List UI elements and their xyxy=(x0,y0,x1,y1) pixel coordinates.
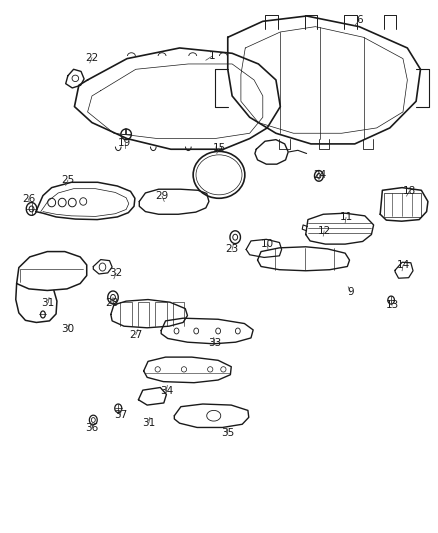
Text: 13: 13 xyxy=(385,301,399,310)
Text: 12: 12 xyxy=(318,226,331,236)
Text: 23: 23 xyxy=(226,245,239,254)
Text: 19: 19 xyxy=(118,138,131,148)
Text: 28: 28 xyxy=(105,298,118,308)
Text: 31: 31 xyxy=(142,418,155,427)
Text: 11: 11 xyxy=(339,213,353,222)
Text: 9: 9 xyxy=(347,287,354,297)
Text: 33: 33 xyxy=(208,338,221,348)
Text: 32: 32 xyxy=(110,269,123,278)
Text: 22: 22 xyxy=(85,53,99,62)
Text: 14: 14 xyxy=(396,261,410,270)
Text: 31: 31 xyxy=(42,298,55,308)
Text: 36: 36 xyxy=(85,423,99,433)
Text: 30: 30 xyxy=(61,325,74,334)
Text: 6: 6 xyxy=(356,15,363,25)
Text: 27: 27 xyxy=(129,330,142,340)
Text: 10: 10 xyxy=(261,239,274,249)
Text: 35: 35 xyxy=(221,429,234,438)
Text: 26: 26 xyxy=(22,194,35,204)
Text: 24: 24 xyxy=(313,170,326,180)
Text: 15: 15 xyxy=(212,143,226,153)
Text: 34: 34 xyxy=(160,386,173,395)
Text: 18: 18 xyxy=(403,186,416,196)
Text: 1: 1 xyxy=(209,51,216,61)
Text: 37: 37 xyxy=(114,410,127,419)
Text: 29: 29 xyxy=(155,191,169,201)
Text: 25: 25 xyxy=(61,175,74,185)
